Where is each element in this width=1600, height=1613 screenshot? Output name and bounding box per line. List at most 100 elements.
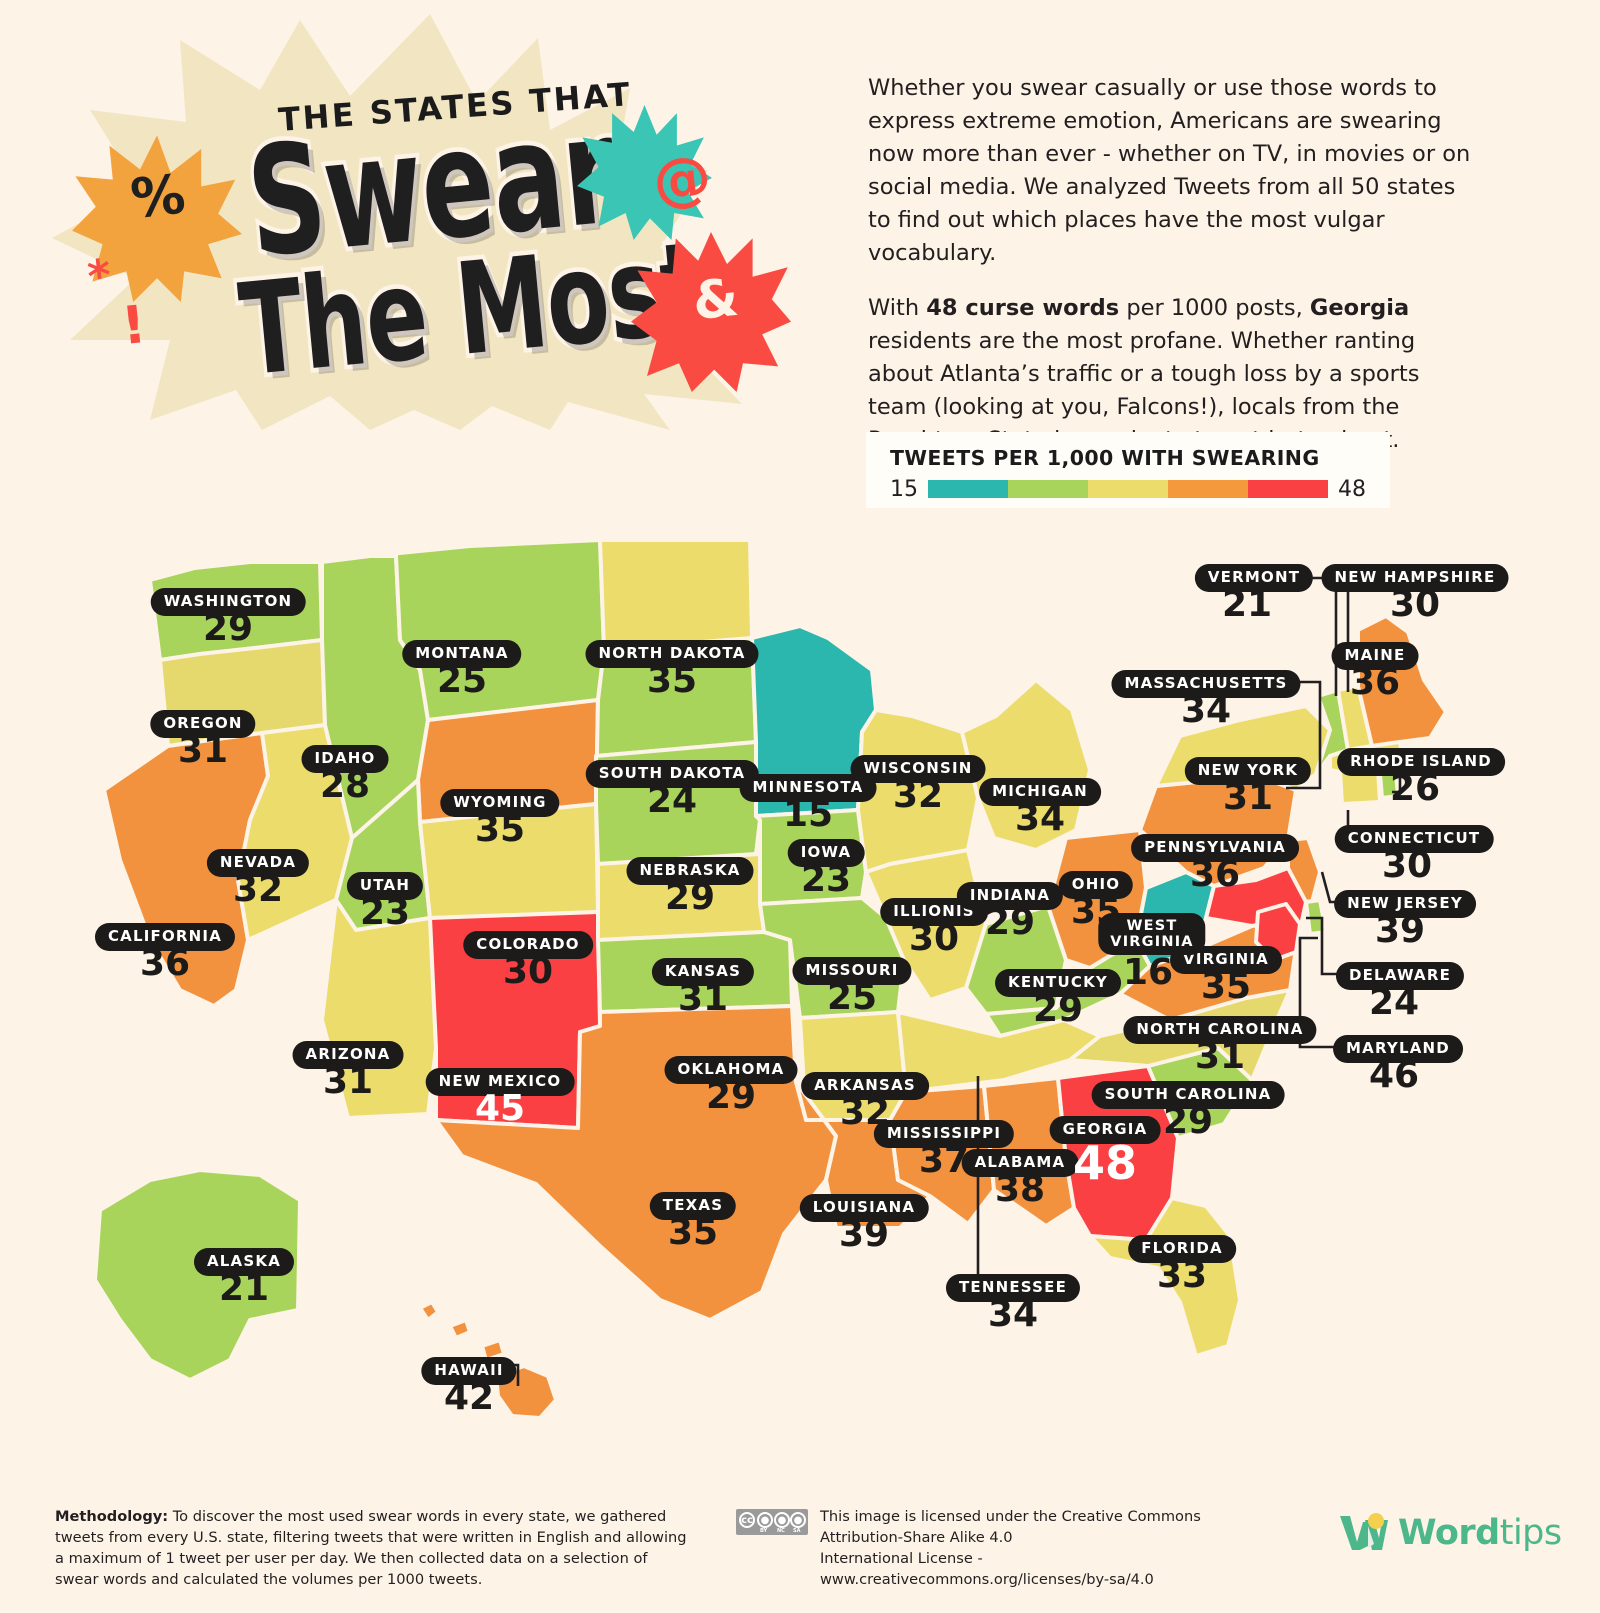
state-value-wisconsin: 32 [892,775,944,816]
callout-leader-line-0 [1300,576,1338,696]
intro-p2-a: With [868,295,927,321]
callout-leader-line-6 [1306,916,1346,976]
callout-leader-line-7 [1298,936,1344,1049]
state-value-rhode-island: 26 [1389,768,1441,809]
state-label-new-mexico: NEW MEXICO [425,1068,575,1096]
orange-burst-shape [72,135,242,302]
state-value-alaska: 21 [218,1268,270,1309]
state-label-texas: TEXAS [649,1192,737,1220]
state-value-oregon: 31 [177,730,229,771]
state-label-wisconsin: WISCONSIN [850,755,986,783]
state-value-michigan: 34 [1014,798,1066,839]
state-label-california: CALIFORNIA [94,923,236,951]
state-value-oklahoma: 29 [705,1076,757,1117]
state-value-idaho: 28 [319,765,371,806]
state-label-pennsylvania: PENNSYLVANIA [1131,834,1299,862]
state-label-north-carolina: NORTH CAROLINA [1123,1016,1317,1044]
state-value-iowa: 23 [800,859,852,900]
state-label-idaho: IDAHO [301,745,389,773]
state-value-california: 36 [139,943,191,984]
state-value-arizona: 31 [322,1061,374,1102]
methodology-body: To discover the most used swear words in… [55,1508,687,1588]
license-text: This image is licensed under the Creativ… [820,1506,1256,1590]
state-label-rhode-island: RHODE ISLAND [1337,748,1505,776]
legend-swatch-1 [1008,480,1088,498]
state-label-hawaii: HAWAII [421,1357,517,1385]
state-label-alaska: ALASKA [193,1248,295,1276]
state-label-oklahoma: OKLAHOMA [664,1056,798,1084]
state-label-wyoming: WYOMING [440,789,560,817]
state-label-nevada: NEVADA [206,849,310,877]
state-label-new-york: NEW YORK [1184,757,1312,785]
state-value-nevada: 32 [232,869,284,910]
state-value-south-dakota: 24 [646,780,698,821]
state-value-missouri: 25 [826,977,878,1018]
legend-scale: 15 48 [890,476,1366,502]
state-label-utah: UTAH [346,872,424,900]
state-label-louisiana: LOUISIANA [799,1194,929,1222]
methodology-label: Methodology: [55,1508,169,1525]
state-label-indiana: INDIANA [956,882,1064,910]
state-label-nebraska: NEBRASKA [626,857,754,885]
state-value-montana: 25 [436,660,488,701]
state-label-massachusetts: MASSACHUSETTS [1111,670,1301,698]
methodology-text: Methodology: To discover the most used s… [55,1506,695,1590]
state-value-north-carolina: 31 [1194,1036,1246,1077]
license-line-1: This image is licensed under the Creativ… [820,1508,1201,1546]
state-value-new-hampshire: 30 [1389,584,1441,625]
state-value-connecticut: 30 [1381,845,1433,886]
percent-glyph: % [127,162,189,231]
legend-panel: TWEETS PER 1,000 WITH SWEARING 15 48 [866,432,1390,508]
state-value-delaware: 24 [1368,982,1420,1023]
state-label-maine: MAINE [1331,642,1419,670]
intro-p2-e: residents are the most profane. Whether … [868,328,1420,453]
wordtips-logo[interactable]: Wordtips [1338,1512,1562,1554]
red-burst-shape [631,232,791,392]
state-value-illionis: 30 [908,918,960,959]
state-value-wyoming: 35 [474,809,526,850]
starburst-background [52,14,754,430]
asterisk-glyph: * [85,249,114,304]
state-value-hawaii: 42 [443,1377,495,1418]
choropleth-map: WASHINGTON 29 OREGON 31 CALIFORNIA 36 NEVADA 32… [0,520,1600,1470]
state-value-indiana: 29 [984,902,1036,943]
state-value-new-jersey: 39 [1374,910,1426,951]
state-value-pennsylvania: 36 [1189,854,1241,895]
state-value-texas: 35 [667,1212,719,1253]
legend-swatch-4 [1248,480,1328,498]
state-value-tennessee: 34 [987,1294,1039,1335]
legend-color-bar [928,480,1328,498]
legend-title: TWEETS PER 1,000 WITH SWEARING [890,446,1320,470]
state-value-alabama: 38 [994,1169,1046,1210]
state-label-ohio: OHIO [1058,871,1134,899]
state-label-kansas: KANSAS [651,958,755,986]
intro-text: Whether you swear casually or use those … [868,72,1480,479]
wordtips-w-icon [1340,1513,1388,1550]
state-value-new-mexico: 45 [474,1088,526,1129]
creative-commons-icon: cc ● ● ● BY NC SA [736,1509,808,1535]
state-label-arizona: ARIZONA [292,1041,404,1069]
state-value-minnesota: 15 [782,794,834,835]
state-label-west-virginia: WEST VIRGINIA [1098,913,1206,956]
state-value-louisiana: 39 [838,1214,890,1255]
at-glyph: @ [649,142,715,216]
legend-swatch-0 [928,480,1008,498]
state-shape-alaska[interactable] [93,1168,302,1382]
intro-p2-curse-words: 48 curse words [926,295,1120,321]
intro-paragraph-2: With 48 curse words per 1000 posts, Geor… [868,292,1480,457]
state-label-new-jersey: NEW JERSEY [1334,890,1476,918]
state-label-connecticut: CONNECTICUT [1334,825,1494,853]
state-shape-wisconsin[interactable] [856,708,980,874]
state-value-florida: 33 [1156,1255,1208,1296]
intro-p2-c: per 1000 posts, [1119,295,1310,321]
state-value-new-york: 31 [1222,777,1274,818]
state-label-oregon: OREGON [150,710,256,738]
state-shape-north-dakota[interactable] [598,538,754,652]
state-value-colorado: 30 [502,951,554,992]
legend-min-value: 15 [890,476,918,502]
state-value-virginia: 35 [1200,966,1252,1007]
state-label-new-hampshire: NEW HAMPSHIRE [1321,564,1509,592]
state-label-kentucky: KENTUCKY [995,969,1121,997]
state-label-south-carolina: SOUTH CAROLINA [1091,1081,1285,1109]
state-shape-hawaii[interactable] [418,1300,558,1420]
